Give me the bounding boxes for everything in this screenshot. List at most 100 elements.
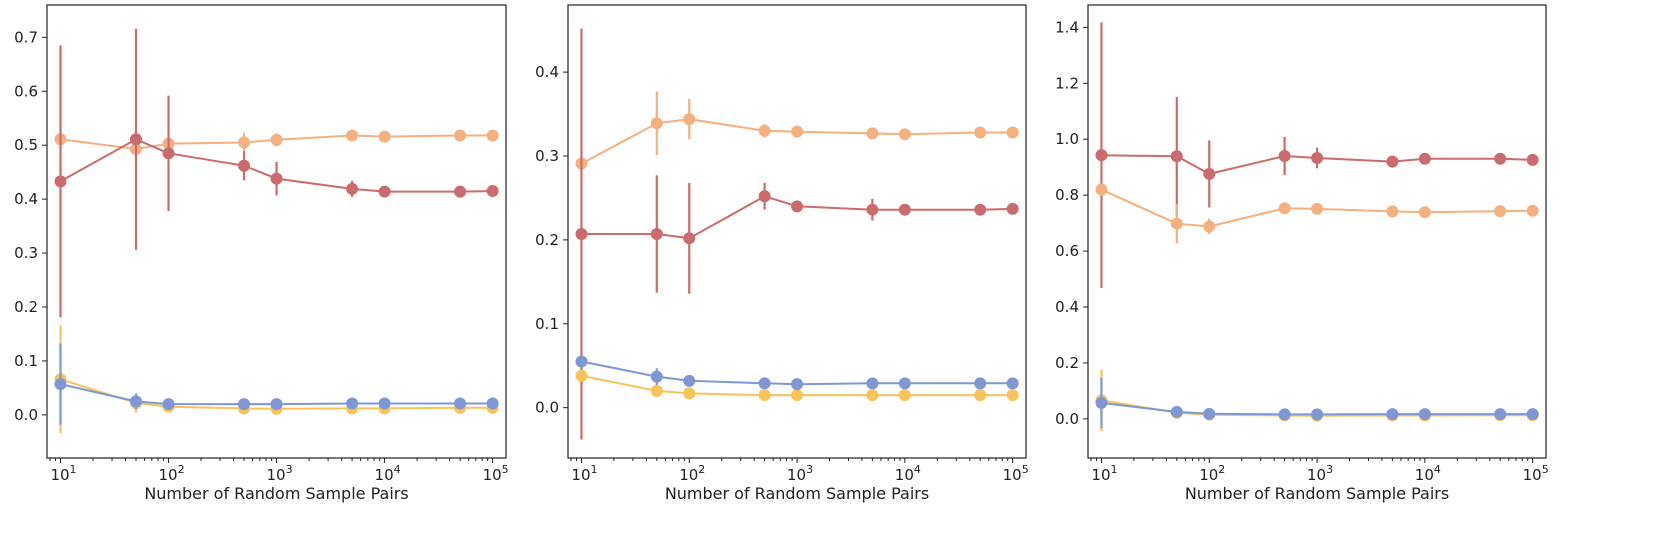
data-point	[1494, 152, 1507, 165]
data-point	[974, 203, 987, 216]
data-point	[650, 228, 663, 241]
y-tick-label: 0.3	[535, 147, 559, 165]
data-point	[758, 124, 771, 137]
y-tick-label: 0.8	[1055, 186, 1079, 204]
series-4	[575, 355, 1019, 391]
x-tick-label: 103	[1307, 463, 1333, 484]
y-tick-label: 0.0	[535, 399, 559, 417]
y-tick-label: 0.0	[1055, 410, 1079, 428]
data-point	[575, 369, 588, 382]
series-1	[575, 91, 1019, 170]
x-tick-label: 102	[679, 463, 705, 484]
data-point	[791, 125, 804, 138]
x-axis-title: Number of Random Sample Pairs	[665, 484, 929, 503]
x-axis-title: Number of Random Sample Pairs	[1185, 484, 1449, 503]
x-tick-label: 102	[1199, 463, 1225, 484]
data-point	[866, 377, 879, 390]
y-tick-label: 0.1	[14, 352, 38, 370]
data-point	[650, 370, 663, 383]
data-point	[866, 127, 879, 140]
data-point	[238, 159, 251, 172]
y-tick-label: 1.2	[1055, 74, 1079, 92]
data-point	[270, 398, 283, 411]
x-tick-label: 102	[158, 463, 184, 484]
y-tick-label: 0.4	[1055, 298, 1079, 316]
data-point	[1494, 408, 1507, 421]
x-tick-label: 105	[1003, 463, 1029, 484]
data-point	[1386, 408, 1399, 421]
data-point	[54, 378, 67, 391]
data-point	[378, 130, 391, 143]
panel-2: 0.0 0.1 0.2 0.3 0.4 101 102 103 104 105 Number of …	[535, 4, 1029, 503]
data-point	[1418, 152, 1431, 165]
data-point	[791, 378, 804, 391]
x-tick-label: 105	[483, 463, 509, 484]
data-point	[378, 185, 391, 198]
data-point	[1203, 407, 1216, 420]
data-point	[1494, 205, 1507, 218]
y-tick-label: 0.5	[14, 136, 38, 154]
series-3	[575, 369, 1019, 402]
data-point	[1418, 206, 1431, 219]
data-point	[486, 185, 499, 198]
y-tick-label: 0.2	[535, 231, 559, 249]
y-tick-label: 0.1	[535, 315, 559, 333]
data-point	[1006, 202, 1019, 215]
data-point	[238, 136, 251, 149]
data-point	[898, 128, 911, 141]
x-axis-title: Number of Random Sample Pairs	[144, 484, 408, 503]
data-point	[346, 129, 359, 142]
data-point	[866, 203, 879, 216]
data-point	[758, 389, 771, 402]
data-point	[270, 133, 283, 146]
data-point	[1170, 150, 1183, 163]
y-tick-label: 0.6	[1055, 242, 1079, 260]
x-tick-label: 101	[571, 463, 597, 484]
plot-frame	[46, 4, 507, 459]
y-tick-label: 0.7	[14, 28, 38, 46]
series-4	[54, 343, 499, 425]
data-point	[1386, 205, 1399, 218]
y-tick-label: 0.4	[535, 63, 559, 81]
data-point	[1203, 167, 1216, 180]
data-point	[650, 384, 663, 397]
y-tick-label: 0.3	[14, 244, 38, 262]
data-point	[758, 190, 771, 203]
data-point	[898, 389, 911, 402]
data-point	[1311, 408, 1324, 421]
data-point	[1006, 389, 1019, 402]
panel-3: 0.0 0.2 0.4 0.6 0.8 1.0 1.2 1.4 101 102 103 104 105 N…	[1055, 4, 1549, 503]
x-tick-label: 103	[787, 463, 813, 484]
series-2	[1095, 183, 1539, 244]
data-point	[270, 172, 283, 185]
x-tick-label: 104	[375, 463, 401, 484]
data-point	[346, 397, 359, 410]
y-tick-label: 1.0	[1055, 130, 1079, 148]
data-point	[486, 397, 499, 410]
data-point	[454, 397, 467, 410]
y-tick-label: 0.0	[14, 406, 38, 424]
data-point	[898, 377, 911, 390]
data-point	[791, 200, 804, 213]
data-point	[1006, 126, 1019, 139]
y-tick-label: 0.6	[14, 82, 38, 100]
data-point	[974, 389, 987, 402]
data-point	[1095, 183, 1108, 196]
x-tick-label: 104	[1415, 463, 1441, 484]
data-point	[1203, 220, 1216, 233]
data-point	[974, 377, 987, 390]
data-point	[1095, 149, 1108, 162]
series-1	[54, 129, 499, 155]
data-point	[54, 175, 67, 188]
data-point	[1278, 408, 1291, 421]
data-point	[683, 113, 696, 126]
data-point	[1170, 405, 1183, 418]
y-tick-label: 0.2	[14, 298, 38, 316]
data-point	[1170, 217, 1183, 230]
data-point	[454, 185, 467, 198]
data-point	[575, 355, 588, 368]
data-point	[1526, 153, 1539, 166]
data-point	[1278, 202, 1291, 215]
data-point	[1006, 377, 1019, 390]
data-point	[791, 389, 804, 402]
